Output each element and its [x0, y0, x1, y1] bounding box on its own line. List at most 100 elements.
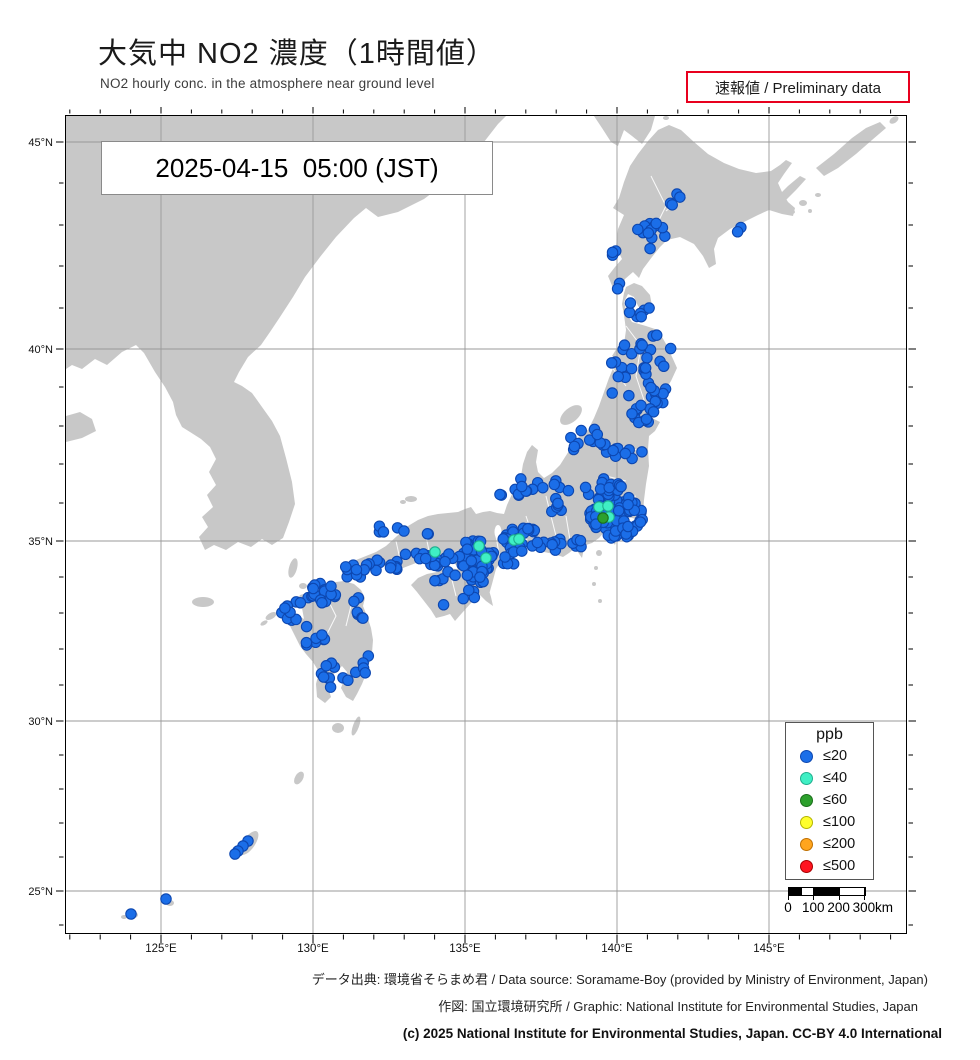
island — [596, 550, 602, 556]
station-dot — [591, 428, 604, 441]
page-subtitle: NO2 hourly conc. in the atmosphere near … — [100, 76, 435, 91]
legend-items: ≤20 ≤40 ≤60 ≤100 ≤200 ≤500 — [786, 745, 873, 877]
station-dot — [605, 357, 618, 369]
station-dot — [325, 580, 337, 593]
station-dot — [612, 504, 625, 517]
footer-data-source: データ出典: 環境省そらまめ君 / Data source: Soramame-… — [311, 972, 928, 987]
station-dot — [624, 297, 637, 309]
station-dot — [229, 848, 241, 860]
island — [351, 716, 361, 736]
station-dot — [623, 389, 635, 402]
lat-tick-label: 35°N — [28, 536, 53, 548]
station-dot — [531, 536, 544, 549]
station-dot — [622, 498, 634, 511]
legend-item-label: ≤20 — [823, 748, 848, 764]
station-dot — [513, 533, 525, 545]
station-dot — [615, 480, 627, 493]
station-dot — [429, 574, 441, 587]
station-dot — [552, 497, 564, 510]
station-dot — [342, 674, 354, 687]
station-dot — [606, 246, 619, 259]
station-dot — [463, 584, 475, 596]
station-dot — [522, 523, 534, 535]
station-dot — [384, 562, 397, 574]
station-dot — [731, 226, 744, 238]
island — [121, 915, 127, 919]
legend-dot-icon — [800, 837, 813, 851]
station-dot — [307, 582, 319, 595]
legend-item-label: ≤200 — [823, 836, 856, 852]
map-canvas: 45°N 40°N 35°N 30°N 25°N 125°E 130°E 135°E 140°E… — [28, 107, 916, 955]
legend-item: ≤200 — [786, 833, 873, 855]
lon-tick-label: 140°E — [601, 943, 633, 955]
legend-dot-icon — [800, 771, 813, 785]
station-dot — [437, 599, 450, 611]
station-dot — [562, 484, 575, 497]
island — [663, 116, 669, 120]
station-dot — [449, 569, 461, 582]
station-dot — [316, 629, 328, 641]
lat-tick-label: 30°N — [28, 716, 53, 728]
lon-tick-label: 135°E — [449, 943, 481, 955]
scale-bar-segment — [789, 888, 802, 895]
footer-copyright: (c) 2025 National Institute for Environm… — [402, 1026, 942, 1041]
station-dot — [461, 569, 474, 582]
legend-item: ≤60 — [786, 789, 873, 811]
station-dot — [370, 564, 382, 577]
station-dot — [666, 199, 678, 211]
station-dot — [339, 561, 352, 573]
legend-item: ≤40 — [786, 767, 873, 789]
island — [294, 771, 304, 785]
station-dot — [461, 543, 474, 555]
legend-dot-icon — [800, 793, 813, 807]
island — [192, 597, 214, 607]
station-dot — [625, 362, 638, 375]
station-dot — [429, 546, 441, 558]
station-dot — [548, 478, 561, 491]
station-dot — [125, 908, 137, 920]
island — [808, 209, 812, 213]
legend-item-label: ≤500 — [823, 858, 856, 874]
station-dot — [635, 399, 647, 412]
station-dot — [618, 339, 631, 351]
island — [405, 496, 417, 502]
station-dot — [497, 533, 510, 545]
scale-bar-tick — [788, 887, 789, 900]
station-dot — [674, 191, 686, 203]
station-dot — [516, 545, 528, 557]
scale-bar-segment — [802, 888, 814, 895]
station-dot — [623, 306, 636, 319]
station-dot — [611, 283, 624, 295]
lat-tick-label: 40°N — [28, 344, 53, 356]
station-dot — [650, 217, 662, 230]
station-dot — [568, 440, 581, 453]
station-dot — [546, 538, 558, 551]
legend-item-label: ≤60 — [823, 792, 848, 808]
scale-bar-tick — [813, 887, 815, 900]
station-dot — [626, 407, 638, 420]
scale-bar-tick-label: 0 — [784, 900, 792, 915]
legend-item: ≤500 — [786, 855, 873, 877]
station-dot — [612, 370, 625, 383]
station-dot — [625, 347, 638, 360]
station-dot — [499, 551, 511, 563]
station-dot — [607, 444, 619, 457]
landmass — [778, 176, 806, 202]
scale-bar-tick-label: 200 — [827, 900, 850, 915]
island — [815, 193, 821, 197]
station-dot — [160, 893, 172, 905]
station-dot — [622, 520, 634, 533]
legend-item: ≤100 — [786, 811, 873, 833]
station-dot — [606, 387, 618, 399]
preliminary-data-badge: 速報値 / Preliminary data — [686, 71, 910, 103]
station-dot — [650, 329, 663, 341]
landmass — [66, 412, 96, 442]
station-dot — [357, 612, 369, 624]
station-dot — [642, 227, 655, 239]
scale-bar-tick — [863, 887, 865, 900]
station-dot — [421, 528, 434, 540]
station-dot — [279, 602, 291, 614]
station-dot — [398, 525, 410, 537]
station-dot — [635, 310, 647, 323]
